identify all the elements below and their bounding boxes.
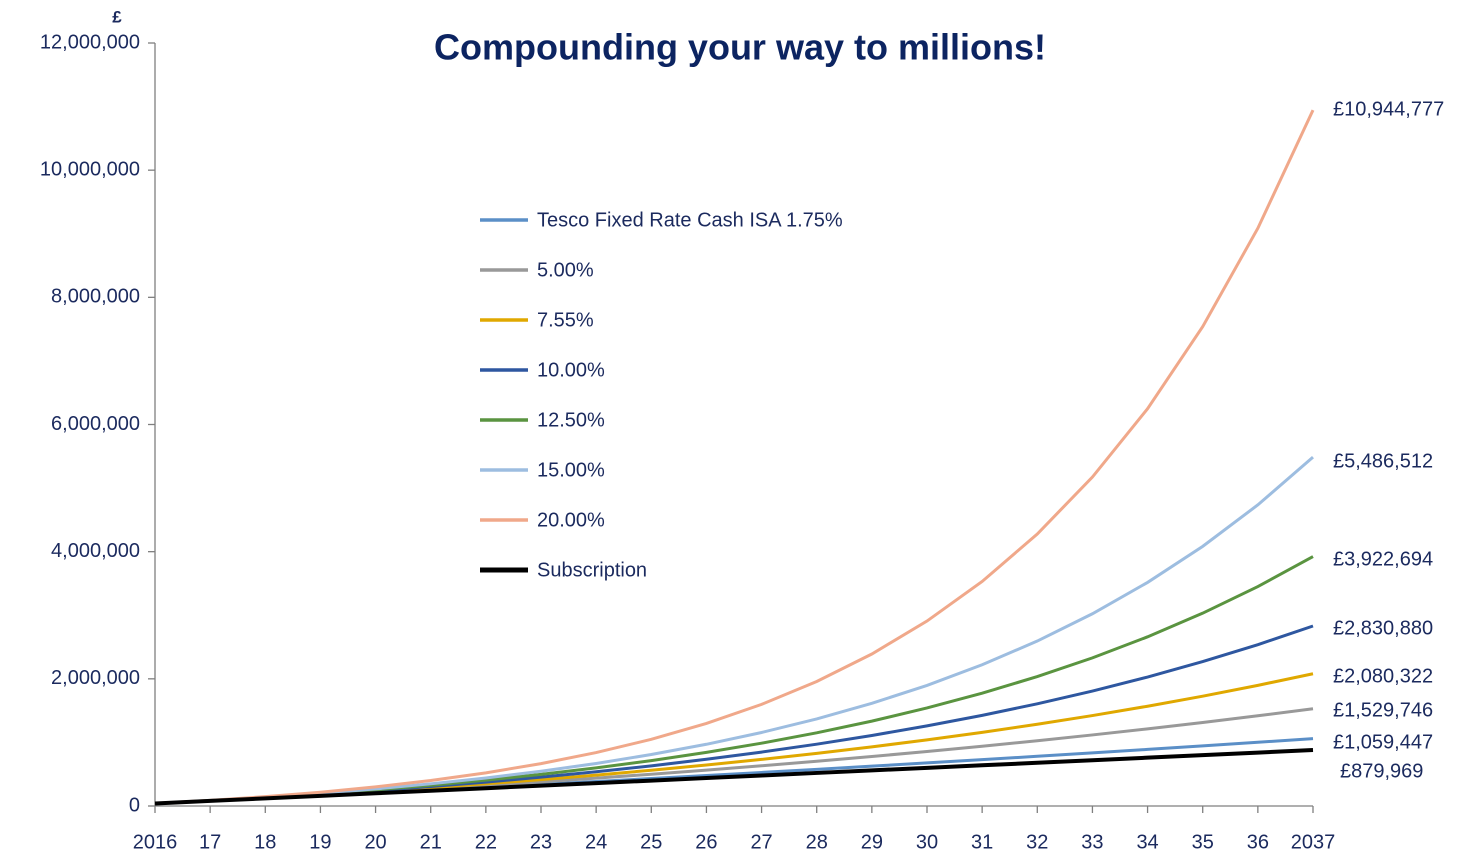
end-value-label: £879,969 xyxy=(1340,760,1423,782)
series-line xyxy=(154,109,1315,805)
series-line xyxy=(154,748,1314,806)
y-tick-label: 8,000,000 xyxy=(51,286,140,308)
x-tick-label: 35 xyxy=(1192,831,1214,852)
x-tick-label: 29 xyxy=(861,831,883,852)
x-tick-label: 25 xyxy=(640,831,662,852)
x-tick-label: 26 xyxy=(695,831,717,852)
x-tick-label: 31 xyxy=(971,831,993,852)
chart-title: Compounding your way to millions! xyxy=(434,27,1046,68)
y-tick-label: 12,000,000 xyxy=(40,31,140,53)
legend-label: Tesco Fixed Rate Cash ISA 1.75% xyxy=(537,209,843,231)
x-tick-label: 2037 xyxy=(1291,831,1336,852)
end-value-label: £2,830,880 xyxy=(1333,617,1433,639)
x-tick-label: 2016 xyxy=(133,831,178,852)
y-tick-label: 4,000,000 xyxy=(51,540,140,562)
x-tick-label: 32 xyxy=(1026,831,1048,852)
end-value-label: £1,059,447 xyxy=(1333,731,1433,753)
x-tick-label: 24 xyxy=(585,831,607,852)
x-tick-label: 18 xyxy=(254,831,276,852)
series-line xyxy=(154,456,1314,805)
legend-label: 5.00% xyxy=(537,259,594,281)
x-tick-label: 27 xyxy=(750,831,772,852)
x-tick-label: 23 xyxy=(530,831,552,852)
legend-label: 12.50% xyxy=(537,409,605,431)
x-tick-label: 22 xyxy=(475,831,497,852)
y-tick-label: 2,000,000 xyxy=(51,667,140,689)
y-tick-label: 0 xyxy=(129,794,140,816)
y-tick-label: 10,000,000 xyxy=(40,158,140,180)
y-axis-label: £ xyxy=(112,7,122,26)
legend-label: Subscription xyxy=(537,559,647,581)
legend-label: 20.00% xyxy=(537,509,605,531)
legend-label: 7.55% xyxy=(537,309,594,331)
end-value-label: £1,529,746 xyxy=(1333,699,1433,721)
x-tick-label: 21 xyxy=(420,831,442,852)
x-tick-label: 34 xyxy=(1136,831,1158,852)
legend-label: 10.00% xyxy=(537,359,605,381)
x-tick-label: 33 xyxy=(1081,831,1103,852)
end-value-label: £5,486,512 xyxy=(1333,450,1433,472)
x-tick-label: 19 xyxy=(309,831,331,852)
end-value-label: £2,080,322 xyxy=(1333,665,1433,687)
x-tick-label: 36 xyxy=(1247,831,1269,852)
x-tick-label: 17 xyxy=(199,831,221,852)
x-tick-label: 20 xyxy=(364,831,386,852)
y-tick-label: 6,000,000 xyxy=(51,413,140,435)
end-value-label: £3,922,694 xyxy=(1333,548,1433,570)
legend-label: 15.00% xyxy=(537,459,605,481)
x-tick-label: 30 xyxy=(916,831,938,852)
x-tick-label: 28 xyxy=(806,831,828,852)
end-value-label: £10,944,777 xyxy=(1333,98,1444,120)
